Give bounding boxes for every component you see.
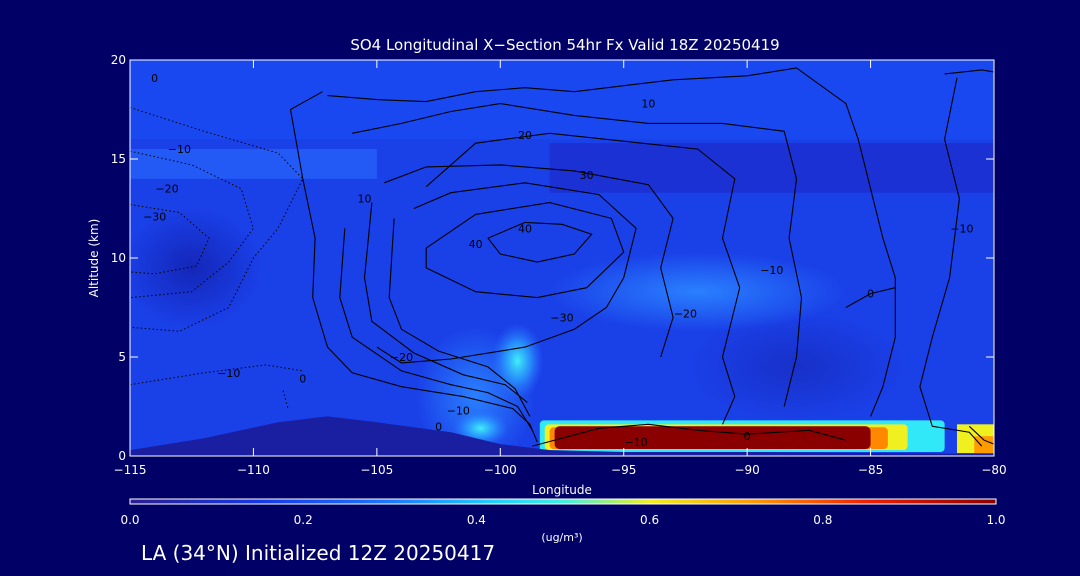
y-axis-label: Altitude (km) (87, 219, 101, 298)
contour-solid-8 (339, 228, 533, 431)
contour-label-7: 20 (518, 129, 532, 142)
initialization-caption: LA (34°N) Initialized 12Z 20250417 (141, 541, 496, 565)
y-tick-label-3: 15 (111, 152, 126, 166)
x-tick-label-0: −115 (114, 463, 147, 477)
colorbar-tick-label-2: 0.4 (467, 513, 486, 527)
y-tick-label-0: 0 (118, 449, 126, 463)
x-tick-label-5: −90 (734, 463, 759, 477)
colorbar-frame (129, 498, 997, 505)
contour-dotted-1 (130, 150, 254, 299)
field-surface-max (554, 426, 871, 450)
x-tick-label-2: −105 (360, 463, 393, 477)
contour-dotted-4 (282, 390, 289, 409)
y-axis: 0 5 10 15 20 (111, 53, 994, 463)
contour-label-19: −10 (760, 264, 783, 277)
contour-label-2: −20 (155, 183, 178, 196)
contour-solid-9 (363, 202, 528, 403)
contour-label-3: −30 (143, 210, 166, 223)
x-tick-label-7: −80 (981, 463, 1006, 477)
contour-label-17: 0 (744, 430, 751, 443)
contour-label-9: 40 (469, 238, 483, 251)
contour-label-0: 0 (151, 72, 158, 85)
contour-solid-7 (289, 91, 538, 443)
contour-label-18: −10 (950, 222, 973, 235)
contour-solid-2 (425, 132, 741, 425)
field-light-band (130, 149, 377, 179)
contour-label-6: 10 (358, 193, 372, 206)
plot-area: 0 −10 −20 −30 −10 0 10 20 30 40 40 10 −30 −20 −10 0 −10 0… (130, 60, 994, 456)
contour-solid-4 (376, 182, 637, 364)
x-tick-label-3: −100 (484, 463, 517, 477)
contour-label-14: −10 (447, 404, 470, 417)
contour-solid-5 (425, 202, 625, 299)
contour-label-12: −30 (550, 311, 573, 324)
contour-solid-13 (845, 287, 896, 308)
contour-label-21: −20 (674, 307, 697, 320)
colorbar-tick-label-0: 0.0 (120, 513, 139, 527)
contour-dotted-2 (130, 204, 210, 275)
contour-label-4: −10 (217, 367, 240, 380)
contour-label-8: 30 (580, 169, 594, 182)
y-tick-label-1: 5 (118, 350, 126, 364)
colorbar: 0.0 0.2 0.4 0.6 0.8 1.0 (ug/m³) (120, 498, 1006, 544)
contour-label-1: −10 (168, 143, 191, 156)
colorbar-unit: (ug/m³) (541, 531, 582, 544)
terrain (130, 416, 994, 456)
x-tick-label-1: −110 (237, 463, 270, 477)
x-axis-label: Longitude (532, 483, 592, 497)
contour-solid-6 (487, 221, 593, 263)
contour-solid-10 (388, 218, 531, 417)
colorbar-tick-label-5: 1.0 (986, 513, 1005, 527)
y-tick-label-2: 10 (111, 251, 126, 265)
field-low-east (686, 311, 907, 422)
contour-label-16: −10 (624, 436, 647, 449)
x-tick-label-4: −95 (611, 463, 636, 477)
x-tick-label-6: −85 (858, 463, 883, 477)
colorbar-tick-label-1: 0.2 (294, 513, 313, 527)
contour-label-13: −20 (390, 351, 413, 364)
field-dark-band (549, 143, 994, 193)
contour-dotted-0 (130, 107, 304, 332)
x-axis: −115 −110 −105 −100 −95 −90 −85 −80 (114, 60, 1007, 477)
contour-label-15: 0 (435, 420, 442, 433)
colorbar-tick-label-4: 0.8 (813, 513, 832, 527)
y-tick-label-4: 20 (111, 53, 126, 67)
field-light-mid (547, 251, 848, 332)
contour-solid-1 (352, 103, 803, 407)
contour-label-20: 0 (867, 288, 874, 301)
colorbar-tick-label-3: 0.6 (640, 513, 659, 527)
contour-solid-11 (944, 69, 994, 75)
contour-label-11: 10 (641, 98, 655, 111)
field-low-west (130, 207, 262, 328)
contour-solid-3 (384, 164, 674, 358)
field-cyan-plume (491, 322, 544, 399)
contour-solid-15 (968, 425, 994, 445)
contour-solid-12 (919, 77, 983, 447)
contour-label-5: 0 (299, 373, 306, 386)
chart-title: SO4 Longitudinal X−Section 54hr Fx Valid… (350, 36, 779, 54)
contour-solid-14 (532, 423, 847, 447)
field-east-orange (974, 436, 994, 454)
contour-label-10: 40 (518, 222, 532, 235)
field-upper-band (130, 60, 994, 140)
colorbar-gradient (130, 499, 996, 504)
